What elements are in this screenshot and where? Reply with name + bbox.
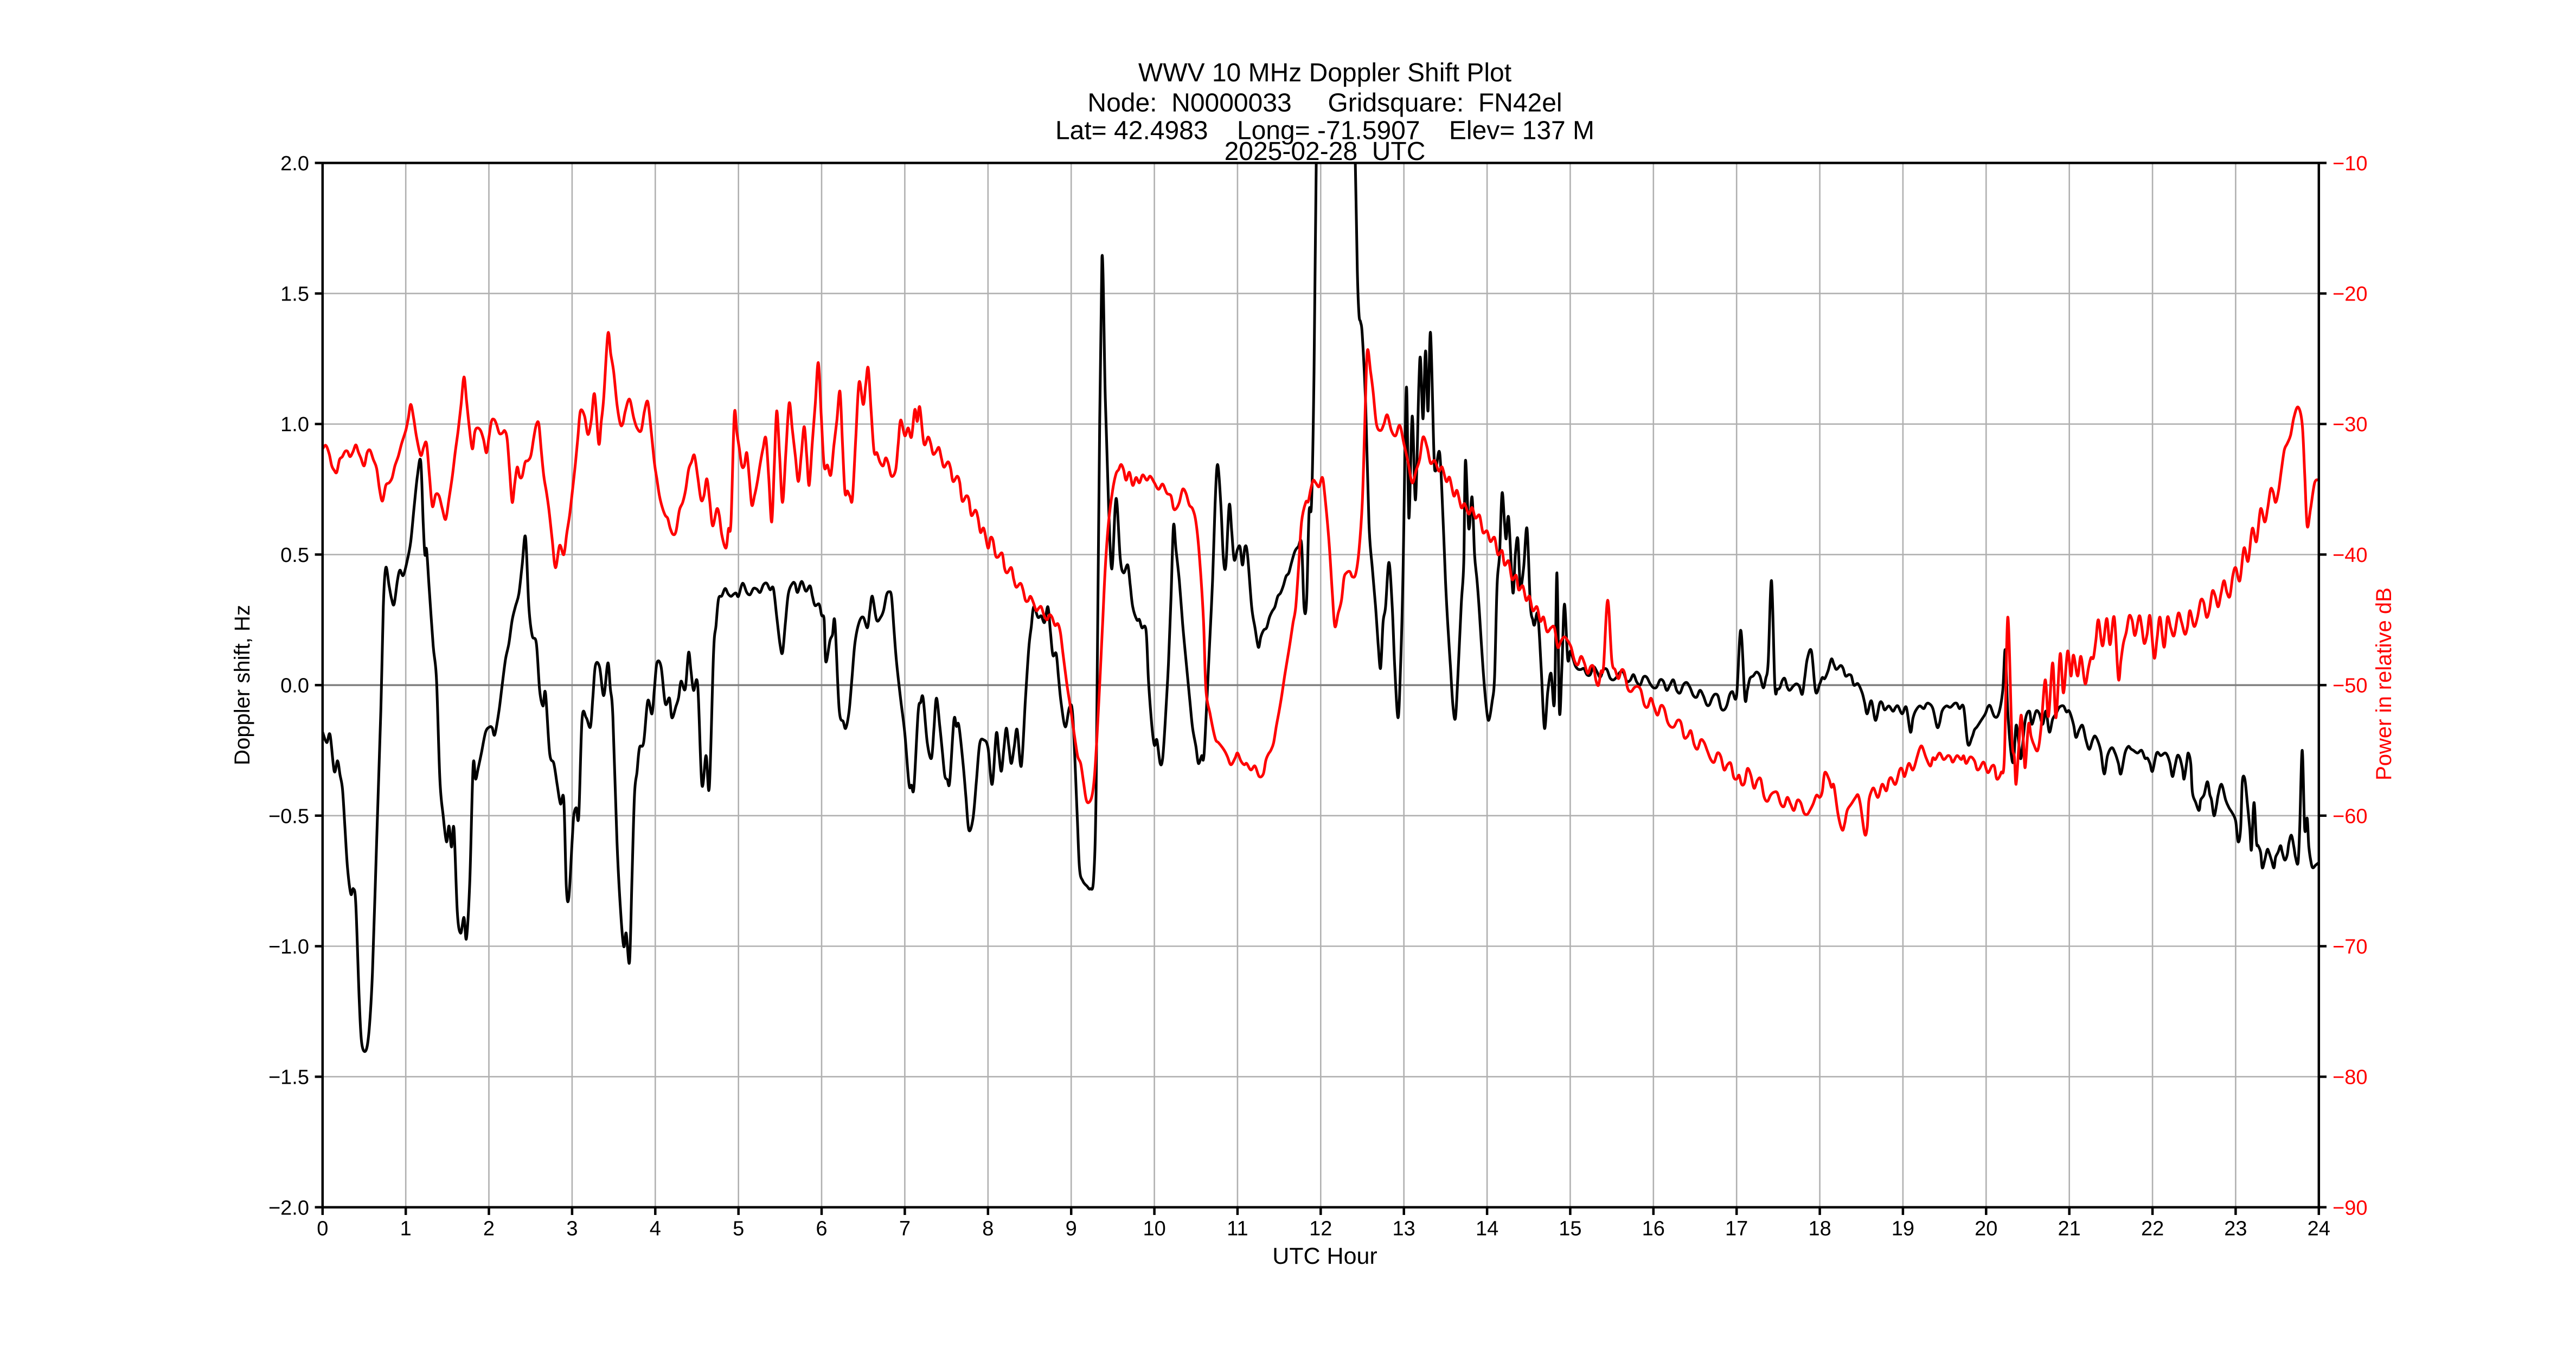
svg-text:−10: −10 — [2333, 152, 2367, 175]
svg-text:12: 12 — [1309, 1217, 1332, 1240]
svg-text:3: 3 — [566, 1217, 578, 1240]
svg-text:15: 15 — [1559, 1217, 1581, 1240]
svg-text:−70: −70 — [2333, 936, 2367, 958]
svg-text:−40: −40 — [2333, 544, 2367, 567]
svg-text:19: 19 — [1892, 1217, 1914, 1240]
svg-text:−30: −30 — [2333, 413, 2367, 436]
svg-text:2025-02-28 UTC: 2025-02-28 UTC — [1225, 137, 1426, 166]
svg-text:4: 4 — [650, 1217, 661, 1240]
svg-text:2.0: 2.0 — [280, 152, 309, 175]
svg-text:14: 14 — [1476, 1217, 1498, 1240]
svg-text:10: 10 — [1143, 1217, 1165, 1240]
svg-text:−2.0: −2.0 — [268, 1197, 309, 1219]
svg-text:−20: −20 — [2333, 283, 2367, 306]
svg-text:5: 5 — [733, 1217, 744, 1240]
svg-text:0.5: 0.5 — [280, 544, 309, 567]
svg-text:21: 21 — [2058, 1217, 2081, 1240]
svg-text:13: 13 — [1393, 1217, 1415, 1240]
svg-text:Doppler shift, Hz: Doppler shift, Hz — [230, 605, 254, 765]
svg-text:0.0: 0.0 — [280, 675, 309, 698]
svg-text:20: 20 — [1975, 1217, 1997, 1240]
svg-text:9: 9 — [1066, 1217, 1077, 1240]
svg-text:−0.5: −0.5 — [268, 805, 309, 828]
svg-text:6: 6 — [816, 1217, 827, 1240]
svg-text:23: 23 — [2224, 1217, 2247, 1240]
svg-text:16: 16 — [1642, 1217, 1665, 1240]
svg-text:−80: −80 — [2333, 1066, 2367, 1089]
svg-text:WWV 10 MHz Doppler Shift Plot: WWV 10 MHz Doppler Shift Plot — [1138, 59, 1511, 87]
svg-text:2: 2 — [483, 1217, 495, 1240]
svg-text:0: 0 — [317, 1217, 328, 1240]
svg-text:−90: −90 — [2333, 1197, 2367, 1219]
svg-text:11: 11 — [1227, 1217, 1248, 1240]
svg-text:Power in relative dB: Power in relative dB — [2372, 587, 2396, 781]
svg-text:1.5: 1.5 — [280, 283, 309, 306]
svg-text:−1.5: −1.5 — [268, 1066, 309, 1089]
svg-text:−60: −60 — [2333, 805, 2367, 828]
svg-text:18: 18 — [1808, 1217, 1831, 1240]
svg-text:24: 24 — [2308, 1217, 2330, 1240]
svg-text:7: 7 — [899, 1217, 911, 1240]
svg-text:1: 1 — [400, 1217, 412, 1240]
svg-text:22: 22 — [2141, 1217, 2164, 1240]
svg-text:UTC Hour: UTC Hour — [1272, 1243, 1377, 1269]
svg-text:17: 17 — [1725, 1217, 1748, 1240]
svg-text:−50: −50 — [2333, 675, 2367, 698]
svg-text:Node: N0000033 Gridsquare: Node: N0000033 Gridsquare: FN42el — [1087, 89, 1562, 118]
svg-text:1.0: 1.0 — [280, 413, 309, 436]
svg-text:8: 8 — [982, 1217, 994, 1240]
svg-text:Lat= 42.4983 Long= -71.5907: Lat= 42.4983 Long= -71.5907 Elev= 137 M — [1055, 117, 1594, 145]
svg-text:−1.0: −1.0 — [268, 936, 309, 958]
